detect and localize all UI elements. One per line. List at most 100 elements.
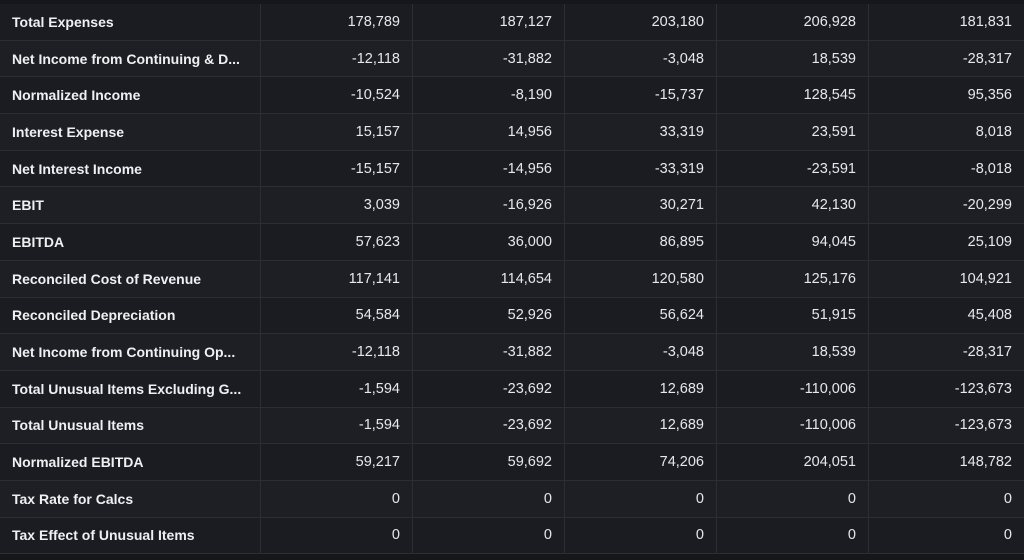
value-cell: -20,299	[869, 187, 1024, 224]
table-row: Interest Expense 15,157 14,956 33,319 23,591…	[0, 114, 1024, 151]
value-cell: 0	[717, 517, 869, 554]
value-cell: 0	[261, 517, 413, 554]
table-row: Total Unusual Items Excluding G... -1,594…	[0, 370, 1024, 408]
table-row: Normalized Income -10,524 -8,190 -15,737 128…	[0, 77, 1024, 115]
value-cell: -23,692	[413, 370, 565, 407]
value-cell: -15,157	[261, 150, 413, 187]
value-cell: 23,591	[717, 114, 869, 150]
value-cell: 104,921	[869, 260, 1024, 297]
table-row: Tax Rate for Calcs 0 0 0 0 0	[0, 480, 1024, 518]
value-cell: 8,018	[869, 114, 1024, 150]
value-cell: 0	[261, 480, 413, 517]
value-cell: 0	[565, 517, 717, 554]
row-label: EBITDA	[0, 224, 261, 260]
value-cell: 12,689	[565, 370, 717, 407]
row-label: EBIT	[0, 187, 261, 224]
table-row: Net Income from Continuing Op... -12,118-…	[0, 334, 1024, 371]
value-cell: -23,692	[413, 407, 565, 444]
value-cell: 0	[869, 517, 1024, 554]
value-cell: 18,539	[717, 334, 869, 370]
value-cell: 59,692	[413, 444, 565, 480]
row-label: Tax Effect of Unusual Items	[0, 517, 261, 554]
row-label: Net Income from Continuing & D...	[0, 40, 261, 77]
value-cell: -16,926	[413, 187, 565, 224]
value-cell: -33,319	[565, 150, 717, 187]
value-cell: 203,180	[565, 4, 717, 40]
row-label: Normalized EBITDA	[0, 444, 261, 480]
row-label: Normalized Income	[0, 77, 261, 114]
value-cell: -110,006	[717, 407, 869, 444]
value-cell: 125,176	[717, 260, 869, 297]
table-row: Net Interest Income -15,157 -14,956 -33,319…	[0, 150, 1024, 188]
value-cell: -31,882	[413, 40, 565, 77]
value-cell: -31,882	[413, 334, 565, 370]
value-cell: 0	[413, 480, 565, 517]
value-cell: 3,039	[261, 187, 413, 224]
value-cell: 45,408	[869, 297, 1024, 334]
row-label: Net Income from Continuing Op...	[0, 334, 261, 370]
row-label: Tax Rate for Calcs	[0, 480, 261, 517]
value-cell: 128,545	[717, 77, 869, 114]
value-cell: -123,673	[869, 370, 1024, 407]
value-cell: 15,157	[261, 114, 413, 150]
value-cell: -12,118	[261, 334, 413, 370]
table-row: EBIT 3,039 -16,926 30,271 42,130 -20,299	[0, 187, 1024, 225]
value-cell: 25,109	[869, 224, 1024, 260]
value-cell: 120,580	[565, 260, 717, 297]
value-cell: 52,926	[413, 297, 565, 334]
value-cell: 86,895	[565, 224, 717, 260]
value-cell: 95,356	[869, 77, 1024, 114]
value-cell: -123,673	[869, 407, 1024, 444]
table-row: Reconciled Cost of Revenue 117,141 114,654…	[0, 260, 1024, 298]
value-cell: -28,317	[869, 40, 1024, 77]
table-row: Tax Effect of Unusual Items 0 0 0 0 0	[0, 517, 1024, 555]
row-label: Reconciled Depreciation	[0, 297, 261, 334]
value-cell: 187,127	[413, 4, 565, 40]
value-cell: -10,524	[261, 77, 413, 114]
value-cell: 94,045	[717, 224, 869, 260]
value-cell: -8,018	[869, 150, 1024, 187]
table-row: Reconciled Depreciation 54,584 52,926 56,62…	[0, 297, 1024, 335]
value-cell: 0	[565, 480, 717, 517]
value-cell: 178,789	[261, 4, 413, 40]
value-cell: 117,141	[261, 260, 413, 297]
row-label: Reconciled Cost of Revenue	[0, 260, 261, 297]
value-cell: 12,689	[565, 407, 717, 444]
value-cell: 59,217	[261, 444, 413, 480]
value-cell: 181,831	[869, 4, 1024, 40]
row-label: Interest Expense	[0, 114, 261, 150]
value-cell: 148,782	[869, 444, 1024, 480]
row-label: Net Interest Income	[0, 150, 261, 187]
value-cell: 51,915	[717, 297, 869, 334]
value-cell: 57,623	[261, 224, 413, 260]
value-cell: -3,048	[565, 334, 717, 370]
value-cell: 56,624	[565, 297, 717, 334]
value-cell: 18,539	[717, 40, 869, 77]
table-body: Total Expenses 178,789 187,127 203,180 206,9…	[0, 4, 1024, 555]
value-cell: -1,594	[261, 407, 413, 444]
value-cell: 42,130	[717, 187, 869, 224]
row-label: Total Unusual Items	[0, 407, 261, 444]
value-cell: 114,654	[413, 260, 565, 297]
table-row: Total Unusual Items -1,594 -23,692 12,689 -1…	[0, 407, 1024, 445]
value-cell: 204,051	[717, 444, 869, 480]
table-row: Total Expenses 178,789 187,127 203,180 206,9…	[0, 4, 1024, 41]
table-row: EBITDA 57,623 36,000 86,895 94,045 25,109	[0, 224, 1024, 261]
value-cell: -12,118	[261, 40, 413, 77]
value-cell: -110,006	[717, 370, 869, 407]
financial-table: Total Expenses 178,789 187,127 203,180 206,9…	[0, 4, 1024, 560]
value-cell: 14,956	[413, 114, 565, 150]
value-cell: -28,317	[869, 334, 1024, 370]
row-label: Total Unusual Items Excluding G...	[0, 370, 261, 407]
value-cell: -1,594	[261, 370, 413, 407]
value-cell: 74,206	[565, 444, 717, 480]
value-cell: 0	[869, 480, 1024, 517]
value-cell: 33,319	[565, 114, 717, 150]
row-label: Total Expenses	[0, 4, 261, 40]
value-cell: -15,737	[565, 77, 717, 114]
value-cell: -23,591	[717, 150, 869, 187]
table-row: Normalized EBITDA 59,217 59,692 74,206 204,0…	[0, 444, 1024, 481]
value-cell: 54,584	[261, 297, 413, 334]
value-cell: 206,928	[717, 4, 869, 40]
value-cell: -8,190	[413, 77, 565, 114]
